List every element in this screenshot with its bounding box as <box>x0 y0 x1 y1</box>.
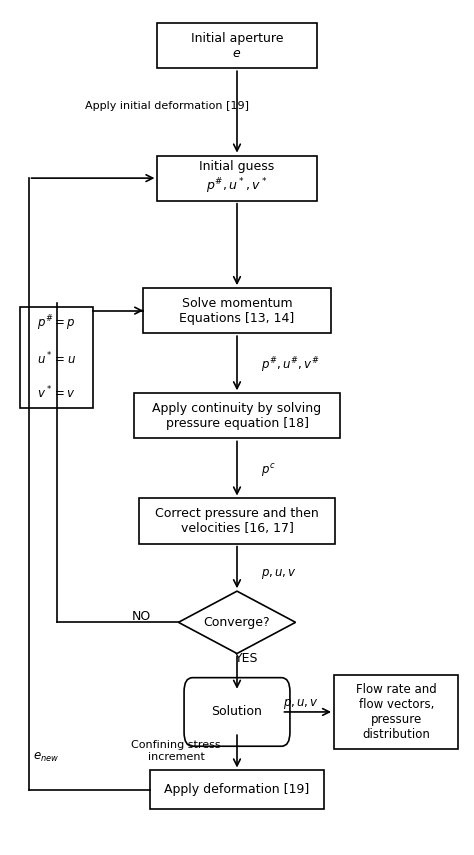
Text: Confining stress
increment: Confining stress increment <box>131 740 221 762</box>
Text: Solution: Solution <box>211 705 263 718</box>
Text: Initial guess
$p^{\#},u^*,v^*$: Initial guess $p^{\#},u^*,v^*$ <box>200 161 274 196</box>
FancyBboxPatch shape <box>138 498 336 544</box>
Text: NO: NO <box>131 610 151 622</box>
Text: $p,u,v$: $p,u,v$ <box>283 697 319 711</box>
Text: Apply deformation [19]: Apply deformation [19] <box>164 783 310 796</box>
Text: Apply continuity by solving
pressure equation [18]: Apply continuity by solving pressure equ… <box>153 402 321 430</box>
FancyBboxPatch shape <box>20 307 93 408</box>
Text: Solve momentum
Equations [13, 14]: Solve momentum Equations [13, 14] <box>179 297 295 325</box>
FancyBboxPatch shape <box>184 678 290 746</box>
Text: Initial aperture
$e$: Initial aperture $e$ <box>191 32 283 60</box>
Text: Flow rate and
flow vectors,
pressure
distribution: Flow rate and flow vectors, pressure dis… <box>356 683 437 741</box>
Text: $p^c$: $p^c$ <box>261 462 276 479</box>
Polygon shape <box>178 591 296 653</box>
FancyBboxPatch shape <box>150 770 324 810</box>
Text: $p^{\#}=p$

$u^*=u$

$v^*=v$: $p^{\#}=p$ $u^*=u$ $v^*=v$ <box>37 313 76 402</box>
FancyBboxPatch shape <box>157 23 317 68</box>
Text: $e_{new}$: $e_{new}$ <box>33 751 59 764</box>
Text: Correct pressure and then
velocities [16, 17]: Correct pressure and then velocities [16… <box>155 507 319 535</box>
FancyBboxPatch shape <box>334 675 458 749</box>
Text: $p^{\#},u^{\#},v^{\#}$: $p^{\#},u^{\#},v^{\#}$ <box>261 356 320 375</box>
Text: Apply initial deformation [19]: Apply initial deformation [19] <box>85 101 249 110</box>
Text: $p,u,v$: $p,u,v$ <box>261 567 298 581</box>
FancyBboxPatch shape <box>143 288 331 333</box>
FancyBboxPatch shape <box>134 393 340 439</box>
Text: YES: YES <box>235 652 258 665</box>
Text: Converge?: Converge? <box>204 616 270 628</box>
FancyBboxPatch shape <box>157 156 317 201</box>
